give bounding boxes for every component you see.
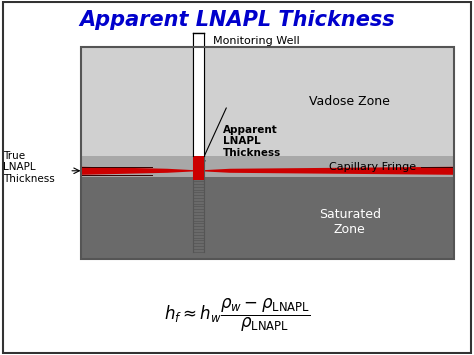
Text: Vadose Zone: Vadose Zone xyxy=(310,95,390,108)
Bar xyxy=(81,47,455,156)
Text: Monitoring Well: Monitoring Well xyxy=(213,36,300,46)
Text: Apparent
LNAPL
Thickness: Apparent LNAPL Thickness xyxy=(223,125,281,158)
Bar xyxy=(81,156,455,177)
Bar xyxy=(81,177,455,259)
Bar xyxy=(193,153,204,180)
Polygon shape xyxy=(81,167,193,175)
Text: Apparent LNAPL Thickness: Apparent LNAPL Thickness xyxy=(79,10,395,30)
Bar xyxy=(193,33,204,156)
Text: Saturated
Zone: Saturated Zone xyxy=(319,208,381,236)
Text: True
LNAPL
Thickness: True LNAPL Thickness xyxy=(3,151,55,184)
Bar xyxy=(193,33,204,156)
Text: Capillary Fringe: Capillary Fringe xyxy=(328,162,416,171)
Text: $h_f \approx h_w \dfrac{\rho_w - \rho_{\mathrm{LNAPL}}}{\rho_{\mathrm{LNAPL}}}$: $h_f \approx h_w \dfrac{\rho_w - \rho_{\… xyxy=(164,297,310,334)
Bar xyxy=(81,47,455,259)
Polygon shape xyxy=(204,167,455,175)
